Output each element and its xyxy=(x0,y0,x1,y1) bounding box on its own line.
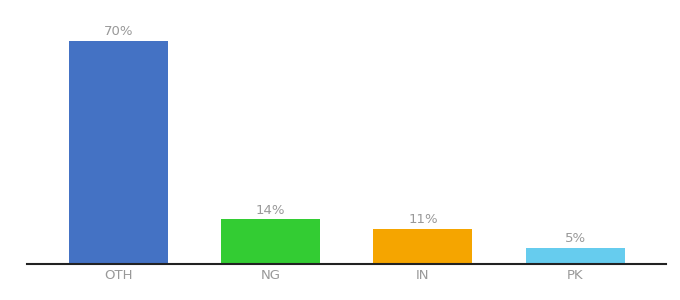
Bar xyxy=(221,219,320,264)
Bar xyxy=(373,229,473,264)
Text: 11%: 11% xyxy=(408,213,438,226)
Text: 70%: 70% xyxy=(104,25,133,38)
Text: 14%: 14% xyxy=(256,204,286,217)
Bar xyxy=(526,248,624,264)
Text: 5%: 5% xyxy=(564,232,585,245)
Bar xyxy=(69,40,168,264)
